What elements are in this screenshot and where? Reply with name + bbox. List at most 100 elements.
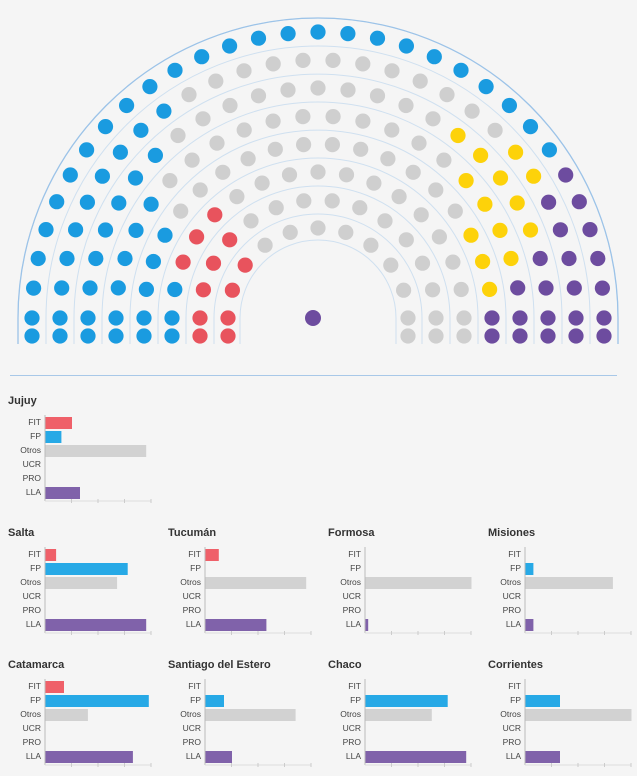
bar [45, 619, 147, 631]
seat [431, 229, 447, 245]
seat [215, 164, 231, 180]
seat [541, 142, 558, 158]
seat [450, 127, 466, 144]
seat [532, 250, 548, 267]
seat [192, 328, 208, 344]
category-label: PRO [23, 473, 42, 483]
category-label: UCR [183, 723, 201, 733]
seat [324, 137, 340, 153]
bar [205, 549, 219, 561]
seat [282, 224, 298, 240]
seat [310, 80, 326, 96]
province-panel: Santiago del Estero FIT FP Otros UCR PRO LLA [168, 659, 318, 769]
category-label: LLA [186, 619, 201, 629]
seat [243, 213, 259, 229]
category-label: FP [350, 563, 361, 573]
province-panel: Catamarca FIT FP Otros UCR PRO LLA [8, 659, 158, 769]
bar [45, 417, 72, 429]
seat [222, 232, 238, 248]
seat [507, 144, 524, 160]
seat [296, 193, 312, 209]
bar [365, 577, 472, 589]
seat [237, 257, 253, 273]
bar [45, 549, 57, 561]
bar [45, 695, 149, 707]
seat [110, 280, 126, 296]
category-label: UCR [343, 591, 361, 601]
seat [352, 200, 368, 216]
seat [369, 30, 386, 46]
seat [447, 203, 463, 219]
bar [45, 431, 62, 443]
category-label: FIT [28, 417, 41, 427]
seat [136, 310, 152, 326]
seat [412, 73, 428, 89]
seat [310, 164, 326, 180]
seat [582, 222, 598, 238]
seat [80, 328, 96, 344]
seat [181, 87, 197, 103]
guide-arc [45, 45, 591, 344]
guide-arc [73, 73, 563, 344]
bar [525, 751, 560, 763]
guide-arc [101, 101, 535, 344]
seat [426, 49, 442, 65]
bar [365, 751, 467, 763]
category-label: PRO [23, 605, 42, 615]
seat [222, 97, 238, 114]
seat [477, 196, 493, 212]
seat [119, 97, 135, 114]
province-panel: Salta FIT FP Otros UCR PRO LLA [8, 527, 158, 637]
seat [128, 222, 144, 238]
category-label: FP [30, 563, 41, 573]
seat [355, 113, 371, 129]
seat [338, 224, 354, 240]
seat [281, 167, 298, 183]
category-label: FP [30, 695, 41, 705]
seat [405, 164, 421, 180]
category-label: FP [190, 695, 201, 705]
province-title: Formosa [328, 527, 375, 539]
seat [501, 97, 517, 114]
seat [257, 237, 273, 253]
guide-arc [157, 157, 479, 344]
seat [596, 328, 612, 344]
seat [192, 182, 208, 198]
seat [173, 203, 189, 219]
seat [398, 232, 414, 248]
seat [250, 30, 267, 46]
seat [414, 255, 431, 271]
bar [365, 709, 432, 721]
category-label: FP [510, 695, 521, 705]
seat [138, 281, 154, 297]
category-label: PRO [503, 737, 522, 747]
seat [143, 196, 159, 212]
seat [512, 310, 528, 326]
guide-arc [129, 129, 507, 344]
bar [525, 695, 560, 707]
seat [425, 111, 441, 127]
seat [52, 310, 68, 326]
seat [439, 87, 455, 103]
seat [195, 282, 211, 298]
province-title: Salta [8, 527, 35, 539]
seat [355, 56, 371, 72]
seat [195, 111, 211, 127]
bar [45, 751, 133, 763]
seat [482, 281, 498, 297]
category-label: UCR [503, 591, 521, 601]
seat [192, 310, 208, 326]
seat [205, 255, 222, 271]
seat [428, 310, 444, 326]
category-label: FIT [188, 681, 201, 691]
guide-arc [185, 185, 451, 344]
category-label: LLA [26, 619, 41, 629]
seat [111, 195, 127, 211]
seat [112, 144, 128, 160]
seat [194, 49, 210, 65]
category-label: Otros [180, 577, 201, 587]
province-title: Misiones [488, 527, 536, 539]
seat [391, 189, 407, 205]
seat [80, 310, 96, 326]
province-title: Tucumán [168, 527, 217, 539]
